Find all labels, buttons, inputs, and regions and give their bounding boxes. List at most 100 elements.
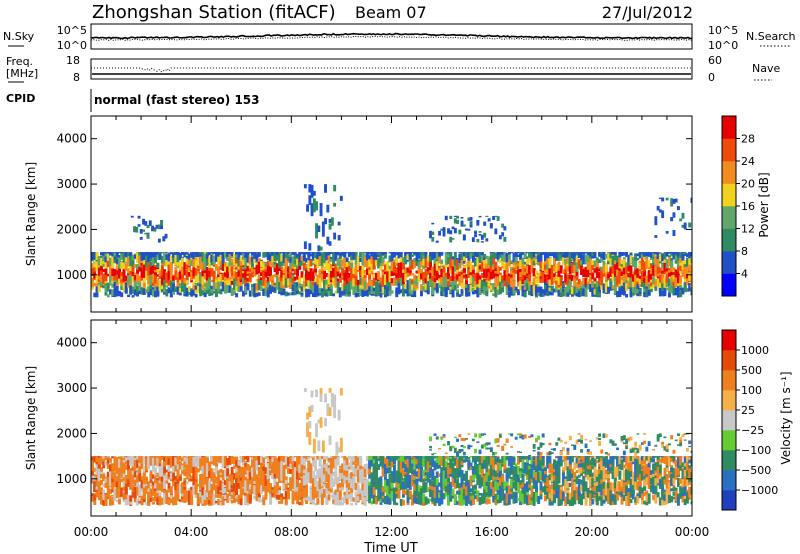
- echo-cell: [589, 264, 592, 275]
- echo-cell: [571, 253, 574, 261]
- echo-cell: [111, 252, 115, 255]
- echo-cell: [492, 257, 496, 267]
- echo-cell: [212, 474, 216, 486]
- echo-cell: [411, 288, 414, 295]
- echo-cell: [194, 285, 198, 290]
- echo-cell: [122, 492, 126, 499]
- echo-cell: [124, 457, 128, 465]
- echo-cell: [444, 252, 448, 259]
- echo-cell: [257, 261, 261, 272]
- echo-cell: [550, 270, 554, 281]
- freq-label-line2: [MHz]: [6, 67, 38, 80]
- echo-cell: [244, 496, 248, 504]
- echo-cell: [609, 252, 613, 263]
- echo-cell: [627, 257, 631, 261]
- echo-cell: [104, 252, 108, 260]
- echo-cell: [120, 491, 124, 497]
- echo-cell: [147, 263, 151, 273]
- echo-cell: [341, 252, 345, 256]
- echo-cell: [199, 491, 203, 503]
- echo-cell: [553, 264, 556, 274]
- echo-cell: [100, 252, 103, 256]
- echo-cell: [115, 252, 119, 255]
- echo-cell: [677, 271, 680, 279]
- echo-cell: [111, 467, 115, 479]
- echo-cell: [203, 458, 207, 466]
- echo-cell: [661, 210, 665, 219]
- echo-cell: [224, 266, 227, 273]
- echo-cell: [174, 482, 178, 493]
- echo-cell: [575, 285, 579, 293]
- echo-cell: [577, 259, 581, 269]
- echo-cell: [217, 266, 221, 275]
- echo-cell: [384, 274, 387, 285]
- echo-cell: [320, 280, 324, 284]
- echo-cell: [118, 478, 121, 488]
- echo-cell: [190, 259, 194, 267]
- echo-cell: [284, 252, 288, 259]
- echo-cell: [282, 275, 286, 286]
- echo-cell: [598, 252, 601, 257]
- echo-cell: [593, 278, 597, 282]
- echo-cell: [370, 263, 374, 272]
- echo-cell: [489, 261, 493, 272]
- colorbar-tick-label: 8: [741, 245, 748, 258]
- echo-cell: [386, 261, 390, 272]
- echo-cell: [237, 252, 241, 254]
- echo-cell: [375, 260, 378, 266]
- echo-cell: [550, 290, 554, 296]
- echo-cell: [483, 286, 487, 295]
- echo-cell: [584, 278, 588, 285]
- echo-cell: [582, 283, 586, 290]
- echo-cell: [622, 252, 626, 256]
- echo-cell: [568, 259, 572, 266]
- echo-cell: [674, 288, 678, 296]
- echo-cell: [343, 272, 347, 278]
- echo-cell: [262, 277, 266, 286]
- echo-cell: [485, 276, 489, 281]
- echo-cell: [106, 253, 110, 262]
- echo-cell: [526, 272, 529, 276]
- echo-cell: [471, 277, 475, 288]
- echo-cell: [219, 254, 223, 262]
- echo-cell: [136, 468, 139, 471]
- echo-cell: [629, 270, 633, 275]
- echo-cell: [219, 497, 223, 501]
- echo-cell: [530, 262, 534, 269]
- echo-cell: [176, 494, 180, 501]
- echo-cell: [329, 258, 333, 262]
- echo-cell: [663, 283, 667, 293]
- echo-cell: [510, 252, 514, 254]
- echo-cell: [201, 266, 205, 270]
- echo-cell: [519, 275, 523, 282]
- echo-cell: [537, 285, 541, 295]
- echo-cell: [442, 265, 446, 276]
- echo-cell: [199, 477, 203, 489]
- echo-cell: [411, 280, 414, 285]
- echo-cell: [447, 253, 450, 258]
- echo-cell: [329, 263, 333, 269]
- echo-cell: [575, 262, 579, 272]
- echo-cell: [368, 284, 372, 292]
- echo-cell: [310, 184, 314, 198]
- echo-cell: [649, 273, 653, 279]
- echo-cell: [388, 269, 392, 273]
- echo-cell: [153, 227, 157, 230]
- echo-cell: [167, 456, 171, 460]
- echo-cell: [458, 253, 462, 263]
- echo-cell: [318, 293, 322, 296]
- echo-cell: [219, 474, 223, 478]
- echo-cell: [489, 252, 493, 255]
- echo-cell: [593, 268, 597, 273]
- echo-cell: [151, 265, 155, 271]
- echo-cell: [174, 456, 178, 466]
- echo-cell: [160, 462, 164, 474]
- echo-cell: [686, 275, 689, 279]
- echo-cell: [668, 292, 671, 298]
- echo-cell: [113, 491, 117, 501]
- echo-cell: [307, 289, 311, 297]
- echo-cell: [332, 266, 336, 269]
- echo-cell: [163, 278, 166, 287]
- echo-cell: [523, 287, 527, 290]
- echo-cell: [271, 286, 275, 293]
